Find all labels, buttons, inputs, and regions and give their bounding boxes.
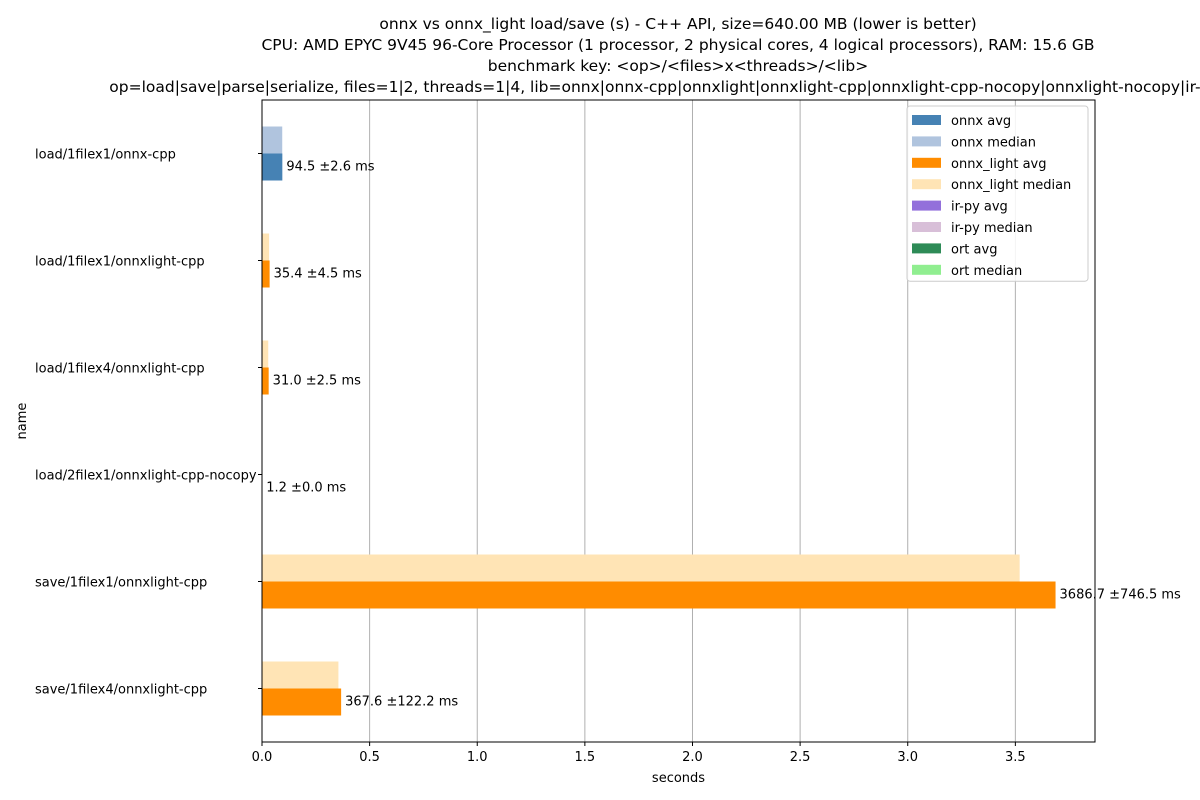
- legend-entry: ir-py avg: [951, 200, 1008, 215]
- bar-median: [262, 233, 270, 261]
- bar-value-label: 367.6 ±122.2 ms: [345, 695, 458, 710]
- x-tick-label: 2.0: [682, 750, 703, 765]
- x-axis-ticks: 0.0 0.5 1.0 1.5 2.0 2.5 3.0 3.5: [252, 742, 1026, 765]
- legend-entry: onnx_light avg: [951, 157, 1046, 172]
- plot-area-frame: [261, 99, 1096, 743]
- bar-median: [262, 661, 339, 689]
- legend-swatch: [912, 222, 941, 232]
- legend-swatch: [912, 243, 941, 254]
- y-tick-label: load/1filex1/onnx-cpp: [35, 148, 176, 163]
- chart-title-line: CPU: AMD EPYC 9V45 96-Core Processor (1 …: [261, 36, 1094, 54]
- x-tick-label: 0.0: [252, 750, 273, 765]
- bar-median: [262, 126, 283, 154]
- bar-avg: [262, 153, 283, 181]
- y-tick-label: load/1filex1/onnxlight-cpp: [35, 255, 205, 270]
- bars: [262, 126, 1056, 716]
- legend-swatch: [912, 115, 941, 125]
- x-tick-label: 1.0: [467, 750, 488, 765]
- bar-avg: [262, 581, 1056, 609]
- bar-median: [262, 554, 1020, 582]
- x-tick-label: 2.5: [790, 750, 811, 765]
- legend-entry: onnx avg: [951, 114, 1011, 129]
- bar-avg: [262, 367, 269, 395]
- y-tick-label: save/1filex1/onnxlight-cpp: [35, 576, 207, 591]
- legend-entry: ir-py median: [951, 221, 1033, 236]
- y-axis-ticks: load/1filex1/onnx-cpp load/1filex1/onnxli…: [35, 148, 262, 698]
- bar-avg: [262, 688, 342, 716]
- x-tick-label: 0.5: [359, 750, 380, 765]
- legend-swatch: [912, 200, 941, 211]
- bar-median: [262, 340, 269, 368]
- bar-value-label: 31.0 ±2.5 ms: [273, 374, 361, 389]
- x-axis-label: seconds: [652, 771, 705, 786]
- x-tick-label: 1.5: [575, 750, 596, 765]
- y-axis-label: name: [15, 403, 30, 440]
- bar-avg: [262, 260, 270, 288]
- bar-value-label: 1.2 ±0.0 ms: [266, 481, 346, 496]
- chart-title-line: op=load|save|parse|serialize, files=1|2,…: [109, 78, 1200, 96]
- legend-swatch: [912, 136, 941, 147]
- y-tick-label: load/1filex4/onnxlight-cpp: [35, 362, 205, 377]
- legend-entry: onnx_light median: [951, 178, 1071, 193]
- legend-entry: onnx median: [951, 135, 1036, 150]
- bar-value-label: 94.5 ±2.6 ms: [286, 160, 374, 175]
- bar-value-label: 35.4 ±4.5 ms: [274, 267, 362, 282]
- legend-swatch: [912, 179, 941, 190]
- legend: onnx avg onnx median onnx_light avg onnx_li…: [906, 105, 1089, 282]
- bar-value-label: 3686.7 ±746.5 ms: [1060, 588, 1182, 603]
- value-labels: 94.5 ±2.6 ms 35.4 ±4.5 ms 31.0 ±2.5 ms 1.2 …: [266, 160, 1181, 710]
- chart-title-line: benchmark key: <op>/<files>x<threads>/<l…: [488, 57, 868, 75]
- legend-entry: ort median: [951, 264, 1022, 279]
- grid-lines: [261, 100, 1016, 742]
- legend-entry: ort avg: [951, 242, 997, 257]
- y-tick-label: load/2filex1/onnxlight-cpp-nocopy: [35, 469, 257, 484]
- legend-box: [906, 105, 1089, 282]
- x-tick-label: 3.0: [897, 750, 918, 765]
- chart-title-line: onnx vs onnx_light load/save (s) - C++ A…: [379, 15, 976, 34]
- legend-swatch: [912, 264, 941, 275]
- legend-swatch: [912, 157, 941, 168]
- chart-title: onnx vs onnx_light load/save (s) - C++ A…: [109, 15, 1200, 96]
- y-tick-label: save/1filex4/onnxlight-cpp: [35, 683, 207, 698]
- x-tick-label: 3.5: [1005, 750, 1026, 765]
